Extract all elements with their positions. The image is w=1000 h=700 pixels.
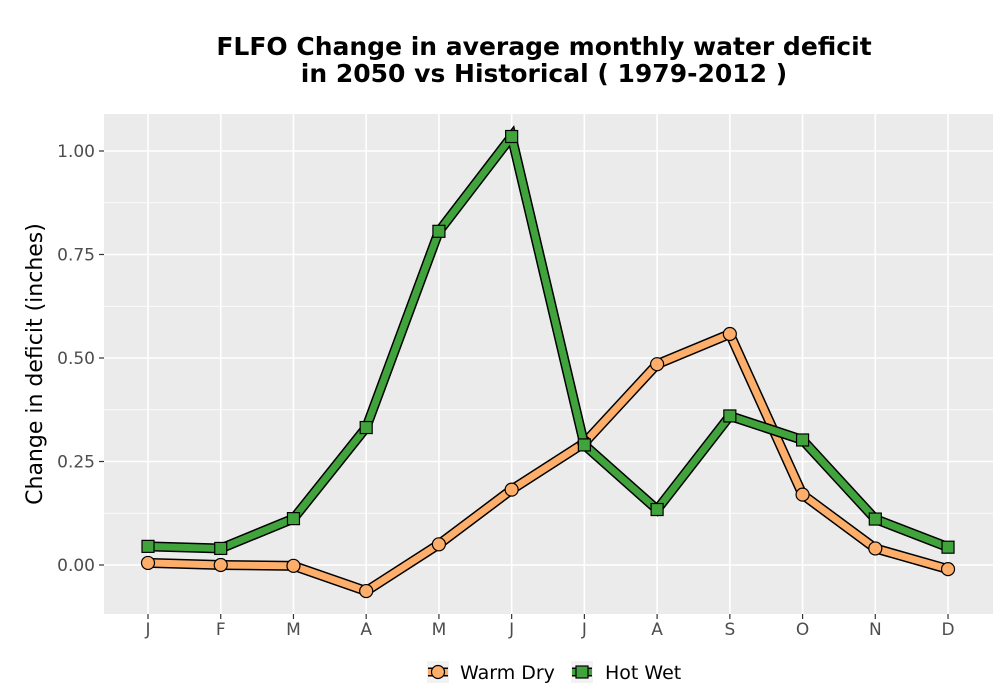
x-tick-label: A: [651, 620, 663, 640]
legend-item-hot-wet: Hot Wet: [571, 661, 681, 684]
series-hot-wet: [141, 125, 955, 556]
data-point: [868, 541, 883, 556]
x-tick-label: F: [216, 620, 226, 640]
series-warm-dry: [140, 326, 956, 599]
data-point: [941, 540, 955, 554]
data-point: [505, 129, 519, 144]
x-tick-label: O: [796, 620, 809, 640]
x-tick-label: A: [360, 620, 372, 640]
chart-title-line: FLFO Change in average monthly water def…: [216, 32, 871, 61]
data-point: [504, 482, 519, 497]
legend-key-marker: [575, 665, 589, 679]
series-line: [147, 329, 949, 595]
data-point: [431, 537, 447, 552]
data-point: [795, 433, 810, 447]
legend-key-marker: [430, 664, 446, 680]
data-point: [359, 583, 374, 599]
y-tick-label: 0.75: [57, 246, 95, 266]
data-point: [940, 562, 956, 577]
legend-label: Hot Wet: [605, 662, 681, 684]
data-point: [795, 487, 810, 502]
data-point: [213, 557, 228, 573]
legend-item-warm-dry: Warm Dry: [427, 661, 555, 684]
y-tick-label: 0.00: [57, 556, 95, 576]
x-tick-label: M: [432, 620, 447, 640]
y-tick-label: 0.25: [57, 453, 95, 473]
data-point: [432, 224, 446, 238]
x-tick-label: J: [581, 620, 587, 640]
series-line: [147, 128, 950, 552]
y-tick-label: 0.50: [57, 349, 95, 369]
data-point: [722, 326, 737, 342]
data-point: [286, 512, 301, 526]
data-point: [140, 555, 156, 571]
chart-title-line: in 2050 vs Historical ( 1979-2012 ): [301, 59, 787, 88]
x-tick-label: M: [286, 620, 301, 640]
data-point: [577, 438, 591, 452]
data-point: [650, 357, 665, 372]
data-point: [141, 539, 155, 553]
data-point: [359, 420, 373, 435]
y-axis: 0.00 0.25 0.50 0.75 1.00: [57, 142, 104, 576]
x-tick-label: J: [508, 620, 514, 640]
data-point: [868, 512, 882, 526]
y-axis-title: Change in deficit (inches): [23, 223, 48, 505]
y-tick-label: 1.00: [57, 142, 95, 162]
x-tick-label: D: [941, 620, 954, 640]
data-point: [650, 502, 664, 517]
major-gridlines: [104, 114, 993, 614]
x-tick-label: N: [869, 620, 882, 640]
data-point: [723, 409, 737, 423]
x-tick-label: J: [144, 620, 150, 640]
x-tick-label: S: [724, 620, 735, 640]
chart-title: FLFO Change in average monthly water def…: [216, 32, 871, 88]
series-layer: [140, 125, 956, 599]
legend-label: Warm Dry: [460, 662, 555, 684]
data-point: [286, 558, 301, 573]
legend: Warm Dry Hot Wet: [427, 661, 681, 684]
data-point: [214, 541, 228, 556]
